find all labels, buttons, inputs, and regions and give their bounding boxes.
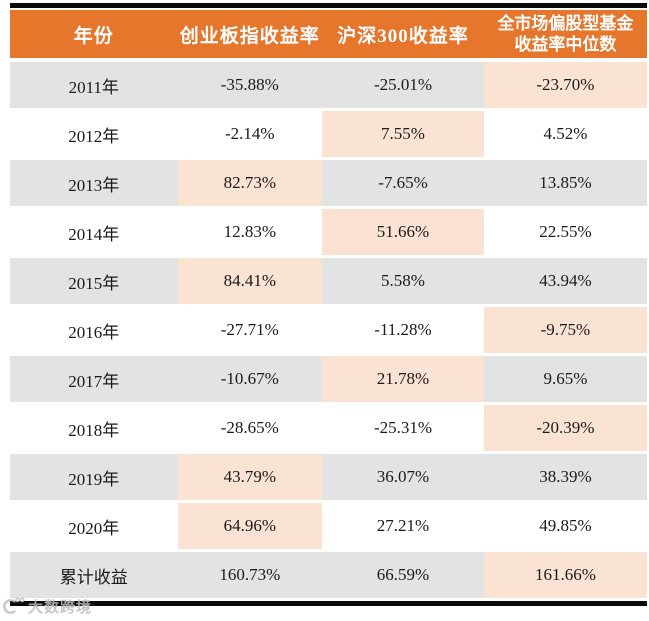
table-row: 2020年 64.96% 27.21% 49.85% — [10, 503, 647, 549]
hs300-return-cell: -25.31% — [373, 418, 433, 437]
table-row: 2014年 12.83% 51.66% 22.55% — [10, 209, 647, 255]
chinext-return-cell: 64.96% — [177, 503, 323, 549]
hs300-return-cell: -7.65% — [322, 160, 484, 206]
table-row: 2015年 84.41% 5.58% 43.94% — [10, 258, 647, 304]
fund-median-return-cell: 43.94% — [483, 258, 647, 304]
column-header-fund-line1: 全市场偏股型基金 — [497, 13, 634, 33]
hs300-return-cell: 66.59% — [322, 552, 484, 598]
year-cell: 2011年 — [10, 62, 178, 108]
table-header-row: 年份 创业板指收益率 沪深300收益率 全市场偏股型基金 收益率中位数 — [10, 10, 647, 58]
hs300-return-cell: -25.01% — [322, 62, 484, 108]
year-cell: 2014年 — [68, 224, 120, 244]
chinext-return-cell: -28.65% — [220, 418, 279, 437]
table-body: 2011年 -35.88% -25.01% -23.70% 2012年 -2.1… — [10, 62, 647, 598]
year-cell: 2015年 — [10, 258, 178, 304]
hs300-return-cell: 7.55% — [322, 111, 484, 157]
year-cell: 2012年 — [68, 126, 120, 146]
table-row: 2019年 43.79% 36.07% 38.39% — [10, 454, 647, 500]
column-header-fund-median: 全市场偏股型基金 收益率中位数 — [484, 10, 647, 58]
chinext-return-cell: 84.41% — [177, 258, 323, 304]
table-row: 累计收益 160.73% 66.59% 161.66% — [10, 552, 647, 598]
column-header-chinext: 创业板指收益率 — [179, 25, 320, 47]
column-header-year: 年份 — [73, 25, 114, 47]
hs300-return-cell: 51.66% — [322, 209, 484, 255]
year-cell: 2019年 — [10, 454, 178, 500]
fund-median-return-cell: 38.39% — [483, 454, 647, 500]
year-cell: 2016年 — [68, 322, 120, 342]
fund-median-return-cell: 161.66% — [483, 552, 647, 598]
hs300-return-cell: 21.78% — [322, 356, 484, 402]
fund-median-return-cell: 22.55% — [539, 222, 592, 241]
table-row: 2011年 -35.88% -25.01% -23.70% — [10, 62, 647, 108]
table-figure: 年份 创业板指收益率 沪深300收益率 全市场偏股型基金 收益率中位数 2011… — [10, 3, 647, 606]
chinext-return-cell: 82.73% — [177, 160, 323, 206]
chinext-return-cell: 160.73% — [177, 552, 323, 598]
hs300-return-cell: 27.21% — [376, 516, 430, 535]
table-row: 2013年 82.73% -7.65% 13.85% — [10, 160, 647, 206]
chinext-return-cell: -10.67% — [177, 356, 323, 402]
column-header-fund-line2: 收益率中位数 — [514, 35, 617, 54]
chinext-return-cell: -35.88% — [177, 62, 323, 108]
hs300-return-cell: 5.58% — [322, 258, 484, 304]
fund-median-return-cell: -23.70% — [483, 62, 647, 108]
column-header-hs300: 沪深300收益率 — [337, 25, 469, 47]
year-cell: 2020年 — [68, 518, 120, 538]
fund-median-return-cell: 49.85% — [539, 516, 592, 535]
fund-median-return-cell: 9.65% — [483, 356, 647, 402]
top-border-rule — [10, 3, 647, 8]
chinext-return-cell: -27.71% — [220, 320, 279, 339]
hs300-return-cell: 36.07% — [322, 454, 484, 500]
fund-median-return-cell: -9.75% — [483, 307, 647, 353]
watermark: 大数跨境 — [1, 594, 92, 618]
chinext-return-cell: 12.83% — [223, 222, 277, 241]
table-row: 2018年 -28.65% -25.31% -20.39% — [10, 405, 647, 451]
table-row: 2017年 -10.67% 21.78% 9.65% — [10, 356, 647, 402]
fund-median-return-cell: 4.52% — [543, 124, 588, 143]
table-row: 2016年 -27.71% -11.28% -9.75% — [10, 307, 647, 353]
chinext-return-cell: 43.79% — [177, 454, 323, 500]
year-cell: 2017年 — [10, 356, 178, 402]
fund-median-return-cell: 13.85% — [483, 160, 647, 206]
brand-logo-icon — [3, 597, 25, 614]
year-cell: 累计收益 — [10, 552, 178, 598]
year-cell: 2018年 — [68, 420, 120, 440]
hs300-return-cell: -11.28% — [374, 320, 432, 339]
watermark-text: 大数跨境 — [28, 598, 93, 616]
fund-median-return-cell: -20.39% — [483, 405, 647, 451]
bottom-border-rule — [10, 601, 647, 606]
year-cell: 2013年 — [10, 160, 178, 206]
table-row: 2012年 -2.14% 7.55% 4.52% — [10, 111, 647, 157]
chinext-return-cell: -2.14% — [225, 124, 275, 143]
